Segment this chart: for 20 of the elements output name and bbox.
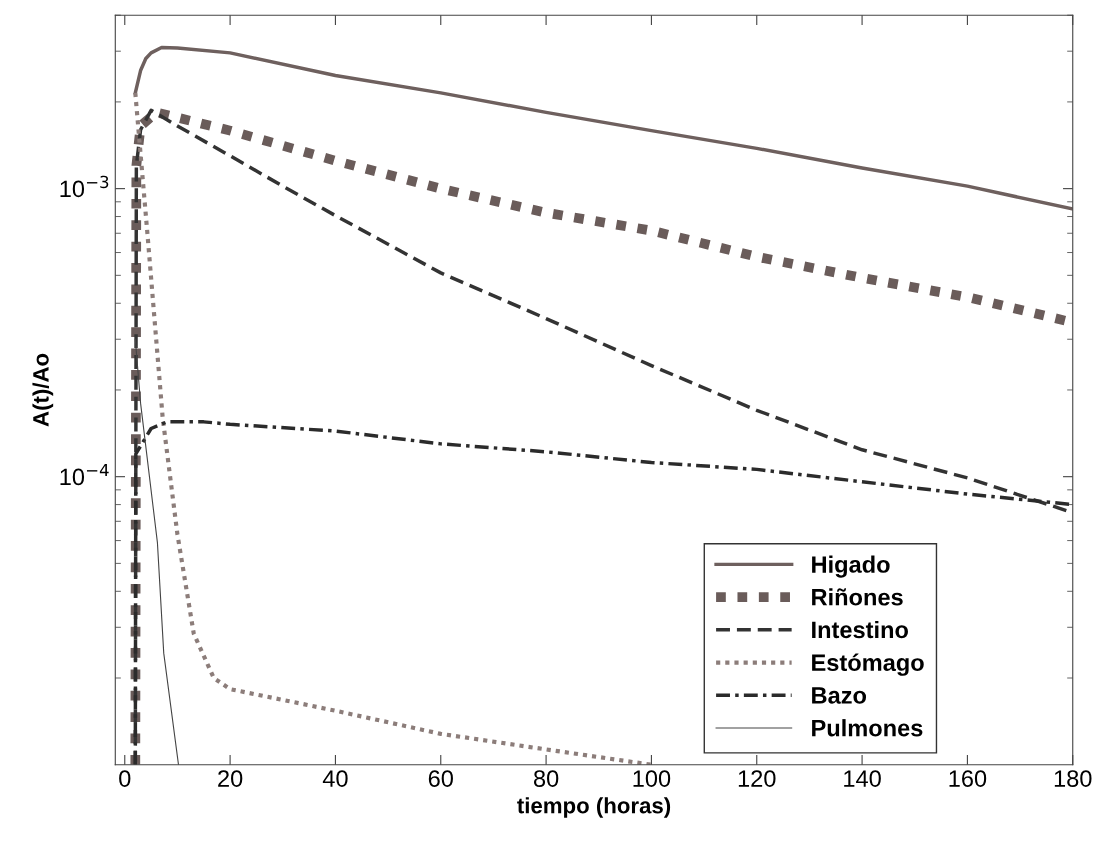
x-tick-label: 160 bbox=[949, 770, 987, 787]
x-tick-label: 20 bbox=[218, 770, 243, 787]
x-tick-label: 80 bbox=[533, 770, 559, 787]
y-axis-title: A(t)/Ao bbox=[32, 353, 54, 427]
legend-label: Higado bbox=[812, 555, 890, 578]
x-tick-label: 0 bbox=[119, 770, 131, 787]
x-tick-label: 120 bbox=[738, 770, 776, 787]
legend-label: Bazo bbox=[812, 687, 867, 704]
legend-label: Intestino bbox=[812, 620, 908, 639]
x-tick-label: 40 bbox=[322, 770, 348, 787]
legend-label: Pulmones bbox=[812, 719, 923, 737]
legend-label: Estómago bbox=[812, 653, 924, 676]
y-tick-label: 10$^{−3}$ bbox=[60, 175, 109, 198]
legend-label: Riñones bbox=[812, 588, 903, 606]
y-tick-label: 10$^{−4}$ bbox=[60, 463, 109, 486]
x-tick-label: 140 bbox=[844, 770, 881, 787]
x-tick-label: 60 bbox=[428, 770, 453, 787]
x-axis-title: tiempo (horas) bbox=[517, 797, 671, 818]
x-tick-label: 180 bbox=[1054, 770, 1092, 787]
x-tick-label: 100 bbox=[633, 770, 671, 787]
